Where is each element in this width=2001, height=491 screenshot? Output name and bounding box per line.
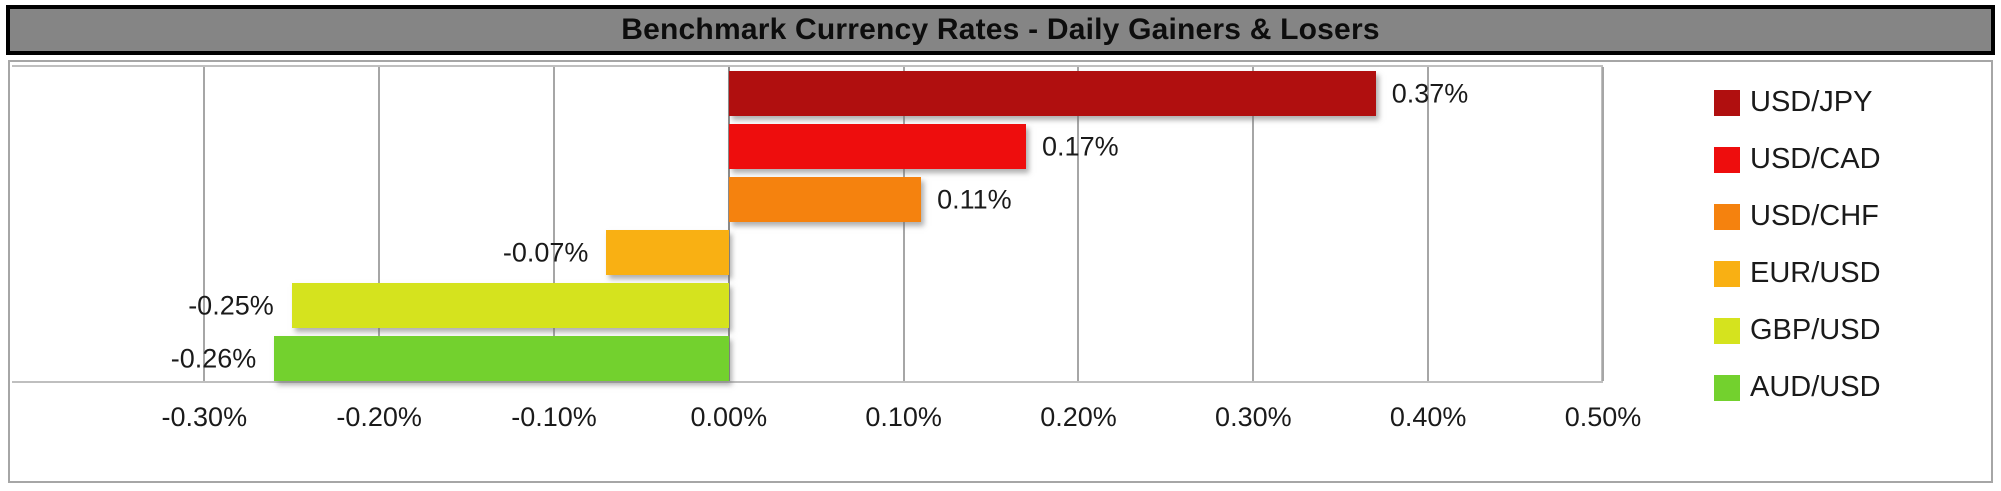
bar-usd-chf xyxy=(728,177,922,222)
x-axis-tick-label: 0.30% xyxy=(1215,402,1292,432)
legend-swatch-icon xyxy=(1714,260,1740,287)
x-axis-tick-label: -0.30% xyxy=(161,402,248,432)
legend-item-usd-cad: USD/CAD xyxy=(1714,131,1984,188)
bar-aud-usd xyxy=(274,336,729,381)
gridline xyxy=(1427,67,1430,381)
legend-label: USD/CHF xyxy=(1750,200,1879,232)
x-axis-tick-label: 0.20% xyxy=(1040,402,1117,432)
legend-label: AUD/USD xyxy=(1750,371,1881,403)
legend-label: USD/JPY xyxy=(1750,86,1873,118)
chart-title-bar: Benchmark Currency Rates - Daily Gainers… xyxy=(6,5,1995,55)
legend-item-usd-chf: USD/CHF xyxy=(1714,188,1984,245)
bar-data-label: 0.17% xyxy=(1042,131,1119,161)
gridline xyxy=(203,67,206,381)
gridline xyxy=(1602,67,1604,381)
gridline xyxy=(902,67,905,381)
bar-eur-usd xyxy=(606,230,729,275)
x-axis: -0.30% -0.20% -0.10% 0.00% 0.10% 0.20% 0.30% 0.… xyxy=(12,402,1642,442)
x-axis-tick-label: 0.10% xyxy=(865,402,942,432)
zero-axis-line xyxy=(727,67,730,381)
plot-area: 0.37% 0.17% 0.11% -0.07% -0.25% -0.26% xyxy=(12,65,1604,383)
legend-swatch-icon xyxy=(1714,146,1740,173)
legend-item-gbp-usd: GBP/USD xyxy=(1714,302,1984,359)
x-axis-tick-label: 0.40% xyxy=(1389,402,1467,432)
gridline xyxy=(1077,67,1080,381)
gridline xyxy=(378,67,381,381)
bar-gbp-usd xyxy=(291,283,729,328)
chart-title: Benchmark Currency Rates - Daily Gainers… xyxy=(621,13,1380,46)
gridline xyxy=(552,67,555,381)
legend-item-aud-usd: AUD/USD xyxy=(1714,359,1984,416)
legend-item-usd-jpy: USD/JPY xyxy=(1714,74,1984,131)
bar-data-label: 0.37% xyxy=(1391,78,1469,108)
legend-swatch-icon xyxy=(1714,374,1740,401)
x-axis-tick-label: -0.10% xyxy=(511,402,597,432)
x-axis-tick-label: 0.00% xyxy=(690,402,768,432)
chart-area: 0.37% 0.17% 0.11% -0.07% -0.25% -0.26% -0.30%… xyxy=(8,60,1993,483)
legend-label: GBP/USD xyxy=(1750,314,1881,346)
x-axis-tick-label: -0.20% xyxy=(336,402,422,432)
legend-swatch-icon xyxy=(1714,89,1740,116)
x-axis-tick-label: 0.50% xyxy=(1564,402,1642,432)
legend-label: USD/CAD xyxy=(1750,143,1881,175)
legend-swatch-icon xyxy=(1714,203,1740,230)
gridline xyxy=(1252,67,1255,381)
bar-usd-jpy xyxy=(728,71,1376,116)
legend-label: EUR/USD xyxy=(1750,257,1881,289)
bar-data-label: -0.26% xyxy=(170,343,257,373)
bar-data-label: -0.25% xyxy=(188,290,274,320)
bar-data-label: -0.07% xyxy=(502,237,589,267)
bar-usd-cad xyxy=(728,124,1027,169)
bar-data-label: 0.11% xyxy=(937,184,1012,214)
legend-swatch-icon xyxy=(1714,317,1740,344)
legend-item-eur-usd: EUR/USD xyxy=(1714,245,1984,302)
legend: USD/JPY USD/CAD USD/CHF EUR/USD GBP/USD AUD/U… xyxy=(1714,74,1984,416)
